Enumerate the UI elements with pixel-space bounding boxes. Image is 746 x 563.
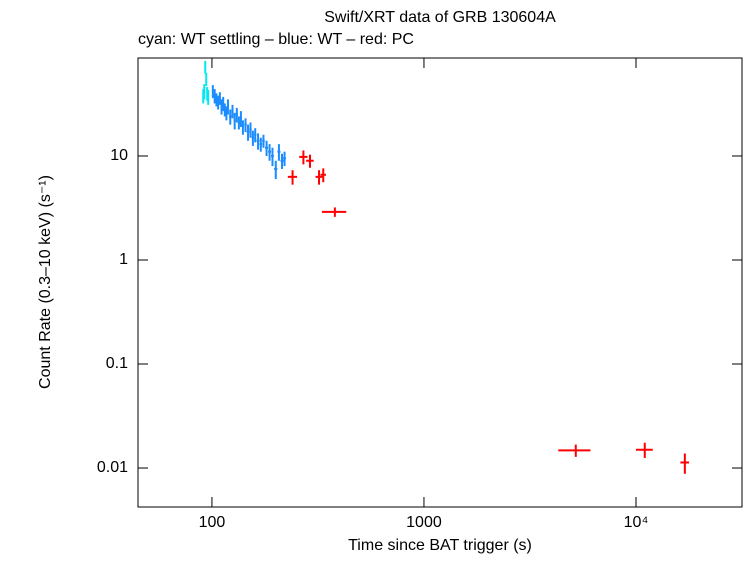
chart-title: Swift/XRT data of GRB 130604A xyxy=(324,9,556,26)
x-tick-label: 100 xyxy=(199,514,226,531)
x-tick-label: 1000 xyxy=(406,514,442,531)
x-tick-label: 10⁴ xyxy=(624,514,649,531)
y-tick-label: 0.1 xyxy=(106,355,128,372)
y-tick-label: 0.01 xyxy=(97,459,128,476)
y-tick-label: 1 xyxy=(119,251,128,268)
y-tick-label: 10 xyxy=(110,147,128,164)
x-axis-label: Time since BAT trigger (s) xyxy=(348,537,532,554)
plot-frame xyxy=(137,57,743,508)
y-axis-label: Count Rate (0.3–10 keV) (s⁻¹) xyxy=(37,175,54,389)
chart-subtitle: cyan: WT settling – blue: WT – red: PC xyxy=(138,31,414,48)
